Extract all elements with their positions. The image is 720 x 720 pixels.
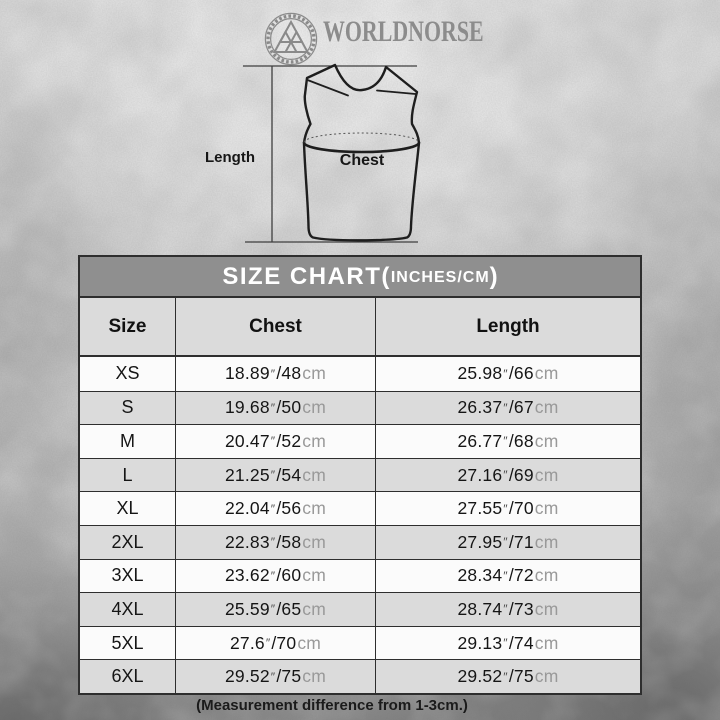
table-row: 6XL 29.52 ″/75 cm 29.52 ″/75 cm — [80, 659, 640, 693]
length-cell: 27.16 ″/69 cm — [375, 458, 640, 492]
size-chart-title: SIZE CHART(INCHES/CM) — [80, 257, 640, 298]
size-cell: 2XL — [111, 531, 144, 552]
chest-label: Chest — [339, 152, 385, 169]
length-cell: 29.52 ″/75 cm — [375, 660, 640, 693]
length-cell: 28.34 ″/72 cm — [375, 559, 640, 593]
column-header-chest: Chest — [175, 298, 375, 355]
table-row: 3XL 23.62 ″/60 cm 28.34 ″/72 cm — [80, 558, 640, 593]
table-row: L 21.25 ″/54 cm 27.16 ″/69 cm — [80, 457, 640, 492]
size-cell: 3XL — [111, 565, 144, 586]
table-row: S 19.68 ″/50 cm 26.37 ″/67 cm — [80, 390, 640, 425]
table-body: XS 18.89 ″/48 cm 25.98 ″/66 cm S 19.68 ″/50 cm 26.3… — [80, 357, 640, 693]
chest-cell: 18.89 ″/48 cm — [175, 357, 375, 391]
size-cell: XS — [115, 363, 140, 384]
chest-ellipse-front — [302, 141, 421, 154]
size-cell: M — [120, 430, 135, 451]
length-cell: 27.95 ″/71 cm — [375, 525, 640, 559]
table-row: 5XL 27.6 ″/70 cm 29.13 ″/74 cm — [80, 625, 640, 660]
size-cell: 4XL — [111, 598, 144, 619]
title-main: SIZE CHART( — [222, 262, 391, 290]
chest-cell: 21.25 ″/54 cm — [175, 458, 375, 492]
size-cell: XL — [116, 498, 139, 519]
length-cell: 26.37 ″/67 cm — [375, 391, 640, 425]
chest-cell: 22.04 ″/56 cm — [175, 492, 375, 525]
column-header-size: Size — [108, 315, 147, 337]
brand-name: WORLDNORSE — [323, 15, 484, 48]
column-header-length: Length — [375, 298, 640, 355]
table-row: XS 18.89 ″/48 cm 25.98 ″/66 cm — [80, 357, 640, 391]
length-cell: 25.98 ″/66 cm — [375, 357, 640, 391]
length-label: Length — [205, 149, 255, 166]
table-header-row: Size Chest Length — [80, 298, 640, 357]
length-cell: 29.13 ″/74 cm — [375, 626, 640, 660]
size-cell: 6XL — [111, 666, 144, 687]
length-cell: 26.77 ″/68 cm — [375, 425, 640, 458]
length-cell: 27.55 ″/70 cm — [375, 492, 640, 525]
chest-ellipse-back — [303, 132, 420, 143]
title-close: ) — [489, 262, 498, 290]
chest-cell: 20.47 ″/52 cm — [175, 425, 375, 458]
title-units: INCHES/CM — [390, 269, 490, 286]
table-row: 2XL 22.83 ″/58 cm 27.95 ″/71 cm — [80, 524, 640, 559]
chest-cell: 23.62 ″/60 cm — [175, 559, 375, 593]
size-cell: 5XL — [111, 632, 144, 653]
size-chart-table: SIZE CHART(INCHES/CM) Size Chest Length … — [78, 255, 642, 695]
size-cell: S — [121, 397, 134, 418]
length-cell: 28.74 ″/73 cm — [375, 593, 640, 626]
table-row: XL 22.04 ″/56 cm 27.55 ″/70 cm — [80, 491, 640, 525]
measurement-note: (Measurement difference from 1-3cm.) — [196, 697, 468, 714]
chest-cell: 19.68 ″/50 cm — [175, 391, 375, 425]
chest-cell: 25.59 ″/65 cm — [175, 593, 375, 626]
chest-cell: 29.52 ″/75 cm — [175, 660, 375, 693]
table-row: M 20.47 ″/52 cm 26.77 ″/68 cm — [80, 424, 640, 458]
chest-cell: 22.83 ″/58 cm — [175, 525, 375, 559]
chest-cell: 27.6 ″/70 cm — [175, 626, 375, 660]
table-row: 4XL 25.59 ″/65 cm 28.74 ″/73 cm — [80, 592, 640, 626]
size-cell: L — [122, 464, 133, 485]
